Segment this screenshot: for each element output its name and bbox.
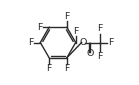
Text: F: F bbox=[73, 27, 78, 36]
Text: F: F bbox=[64, 64, 70, 73]
Text: F: F bbox=[64, 12, 70, 21]
Text: F: F bbox=[97, 52, 103, 61]
Text: O: O bbox=[86, 49, 94, 58]
Text: F: F bbox=[97, 24, 103, 33]
Text: F: F bbox=[46, 64, 52, 73]
Text: F: F bbox=[28, 38, 34, 47]
Text: F: F bbox=[109, 38, 114, 47]
Text: O: O bbox=[79, 38, 87, 47]
Text: F: F bbox=[37, 23, 43, 32]
